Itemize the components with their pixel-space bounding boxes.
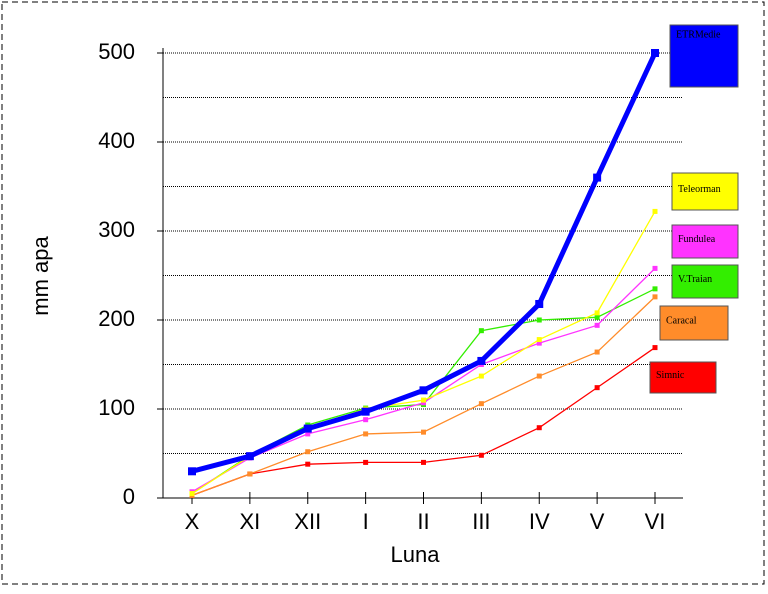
data-point	[593, 173, 602, 182]
legend-label: V.Traian	[678, 274, 712, 285]
data-point	[652, 345, 658, 351]
legend-label: Fundulea	[678, 234, 716, 245]
data-point	[652, 286, 658, 292]
y-tick-label: 400	[98, 128, 135, 153]
legend-label: Teleorman	[678, 184, 721, 195]
data-point	[536, 340, 542, 346]
legend-box	[671, 264, 739, 299]
x-axis-label: Luna	[391, 542, 441, 567]
x-tick-label: IV	[529, 509, 550, 534]
data-point	[189, 491, 195, 497]
data-point	[536, 425, 542, 431]
legend-box	[659, 305, 729, 341]
legend-label: ETRMedie	[676, 29, 721, 40]
series-line	[191, 267, 656, 493]
data-point	[478, 328, 484, 334]
data-point	[594, 385, 600, 391]
x-tick-label: XI	[239, 509, 260, 534]
data-point	[652, 265, 658, 271]
data-point	[594, 349, 600, 355]
data-point	[478, 373, 484, 379]
legend-label: Simnic	[656, 370, 685, 381]
data-point	[536, 373, 542, 379]
data-point	[594, 310, 600, 316]
y-tick-label: 200	[98, 306, 135, 331]
data-point	[536, 317, 542, 323]
data-point	[305, 431, 311, 437]
legend-label: Caracal	[666, 315, 697, 326]
data-point	[652, 294, 658, 300]
data-point	[361, 407, 370, 416]
legend-box	[649, 361, 717, 394]
legend-box	[671, 172, 739, 211]
data-point	[421, 400, 426, 406]
data-point	[305, 461, 311, 467]
x-tick-label: XII	[294, 509, 321, 534]
data-point	[421, 397, 426, 403]
y-tick-label: 100	[98, 395, 135, 420]
data-point	[594, 322, 600, 328]
data-point	[245, 452, 254, 461]
data-point	[363, 417, 369, 423]
data-point	[363, 431, 369, 437]
chart-border	[1, 1, 765, 585]
y-tick-label: 500	[98, 39, 135, 64]
data-point	[536, 337, 542, 343]
data-point	[421, 459, 426, 465]
data-point	[652, 208, 658, 214]
data-point	[419, 386, 428, 395]
y-axis-label: mm apa	[28, 236, 53, 316]
data-point	[303, 424, 312, 433]
x-tick-label: II	[417, 509, 429, 534]
data-point	[535, 299, 544, 308]
data-point	[651, 49, 659, 57]
data-point	[363, 459, 369, 465]
legend-box	[671, 224, 739, 259]
x-tick-label: III	[472, 509, 490, 534]
y-tick-label: 300	[98, 217, 135, 242]
data-point	[421, 429, 426, 435]
x-tick-label: I	[363, 509, 369, 534]
y-tick-label: 0	[123, 484, 135, 509]
data-point	[594, 314, 600, 320]
data-point	[478, 401, 484, 407]
data-point	[478, 452, 484, 458]
x-tick-label: X	[185, 509, 200, 534]
data-point	[188, 467, 196, 476]
legend-box	[669, 24, 739, 88]
x-tick-label: VI	[645, 509, 666, 534]
data-point	[477, 356, 486, 365]
series-line	[191, 347, 656, 496]
x-tick-label: V	[590, 509, 605, 534]
data-point	[247, 471, 253, 477]
data-point	[305, 449, 311, 455]
